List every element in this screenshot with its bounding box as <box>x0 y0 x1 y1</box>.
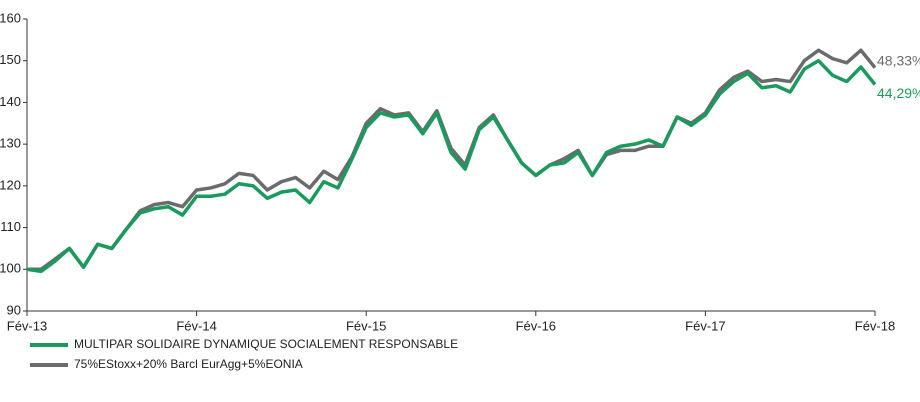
x-tick-label: Fév-14 <box>176 318 216 333</box>
y-tick-label: 150 <box>0 52 21 67</box>
legend-label: 75%EStoxx+20% Barcl EurAgg+5%EONIA <box>74 357 303 371</box>
y-tick-label: 130 <box>0 136 21 151</box>
x-tick-label: Fév-16 <box>516 318 556 333</box>
y-tick-label: 120 <box>0 177 21 192</box>
y-tick-label: 90 <box>7 302 21 317</box>
y-tick-label: 100 <box>0 261 21 276</box>
end-label: 44,29% <box>877 85 920 101</box>
series-line <box>26 58 877 274</box>
x-tick-label: Fév-18 <box>855 318 895 333</box>
legend-label: MULTIPAR SOLIDAIRE DYNAMIQUE SOCIALEMENT… <box>74 337 458 351</box>
x-tick-label: Fév-15 <box>346 318 386 333</box>
y-tick-label: 160 <box>0 10 21 25</box>
y-tick-label: 110 <box>0 219 21 234</box>
y-tick-label: 140 <box>0 94 21 109</box>
series-line <box>27 48 877 272</box>
x-tick-label: Fév-13 <box>7 318 47 333</box>
end-label: 48,33% <box>877 52 920 68</box>
x-tick-label: Fév-17 <box>685 318 725 333</box>
